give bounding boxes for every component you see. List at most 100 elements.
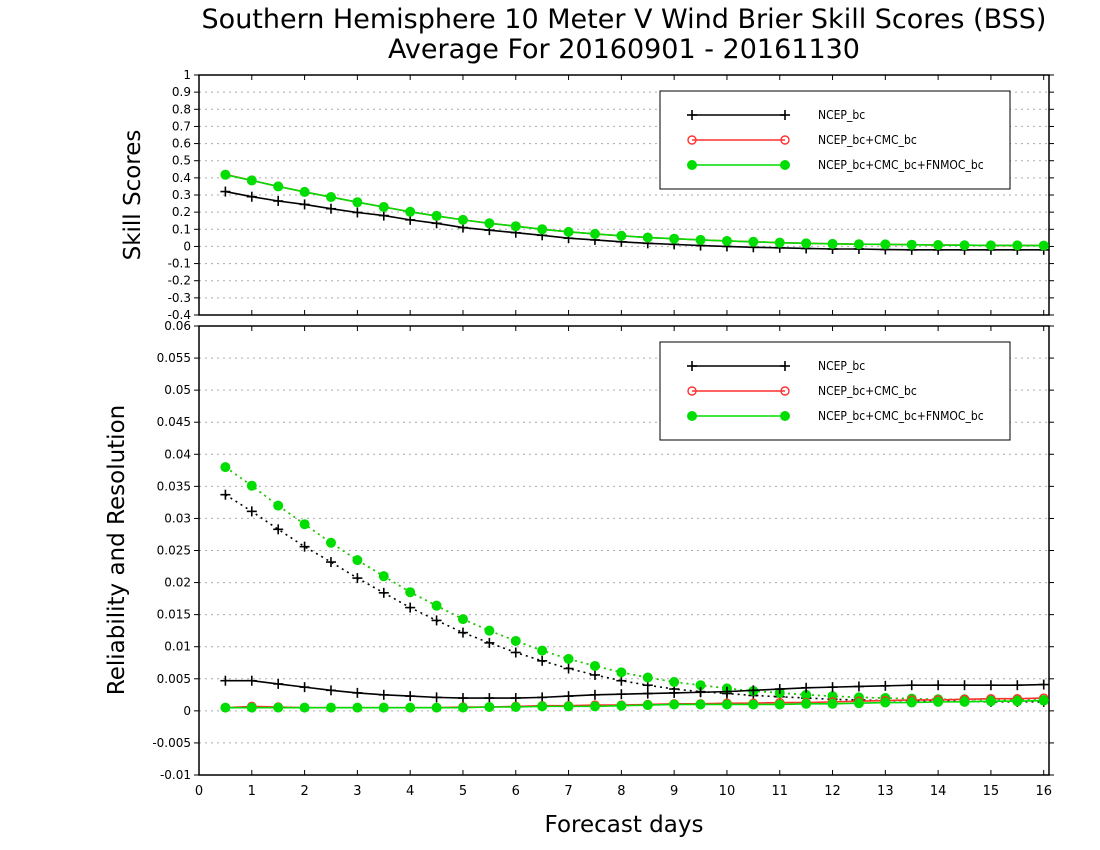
data-point xyxy=(378,210,389,221)
data-point xyxy=(1012,680,1023,691)
data-point xyxy=(299,541,310,552)
x-tick-label: 6 xyxy=(512,784,520,799)
data-point xyxy=(669,699,680,710)
legend-item: NCEP_bc+CMC_bc+FNMOC_bc xyxy=(687,158,984,172)
data-point xyxy=(616,689,627,700)
data-point xyxy=(748,236,759,247)
series-ncep-bc-cmc-bc-fnmoc-bc-reliability xyxy=(220,695,1049,713)
legend-item: NCEP_bc xyxy=(687,359,865,373)
data-point xyxy=(669,687,680,698)
data-point xyxy=(431,210,442,221)
data-point xyxy=(933,696,944,707)
x-tick-label: 7 xyxy=(564,784,572,799)
data-point xyxy=(669,676,680,687)
data-point xyxy=(273,524,284,535)
data-point xyxy=(352,197,363,208)
data-point xyxy=(378,587,389,598)
data-point xyxy=(457,627,468,638)
data-point xyxy=(431,692,442,703)
reliability-resolution-panel: -0.01 -0.005 0 0.005 0.01 0.015 0.02 0.025 0.03 0… xyxy=(152,319,1054,799)
x-tick-label: 16 xyxy=(1035,784,1052,799)
y-tick-label: 0.2 xyxy=(172,205,191,219)
data-point xyxy=(299,682,310,693)
data-point xyxy=(906,697,917,708)
legend-marker-start xyxy=(687,411,697,421)
data-point xyxy=(484,637,495,648)
data-point xyxy=(273,678,284,689)
data-point xyxy=(774,684,785,695)
data-point xyxy=(616,230,627,241)
data-point xyxy=(273,181,284,192)
x-tick-label: 11 xyxy=(771,784,788,799)
data-point xyxy=(457,614,468,625)
series-ncep-bc-cmc-bc-resolution xyxy=(220,462,1049,705)
y-tick-label: -0.3 xyxy=(168,291,191,305)
data-point xyxy=(933,680,944,691)
data-point xyxy=(405,206,416,217)
legend-label: NCEP_bc+CMC_bc+FNMOC_bc xyxy=(818,158,984,172)
legend-marker-start xyxy=(687,160,697,170)
y-tick-label: 0.6 xyxy=(172,137,191,151)
data-point xyxy=(431,600,442,611)
data-point xyxy=(801,682,812,693)
data-point xyxy=(246,480,257,491)
data-point xyxy=(827,238,838,249)
legend: NCEP_bc NCEP_bc+CMC_bc NCEP_bc+CMC_bc+FNMO… xyxy=(659,90,1011,190)
data-point xyxy=(563,653,574,664)
x-tick-label: 13 xyxy=(877,784,894,799)
data-point xyxy=(510,221,521,232)
y-tick-label: 0.5 xyxy=(172,154,191,168)
data-point xyxy=(220,462,231,473)
data-point xyxy=(378,689,389,700)
plot-frame xyxy=(198,325,1050,776)
data-point xyxy=(510,635,521,646)
data-point xyxy=(985,240,996,251)
legend: NCEP_bc NCEP_bc+CMC_bc NCEP_bc+CMC_bc+FNMO… xyxy=(659,341,1011,441)
data-point xyxy=(721,699,732,710)
data-point xyxy=(299,186,310,197)
data-point xyxy=(299,702,310,713)
y-tick-label: 0.9 xyxy=(172,85,191,99)
data-point xyxy=(695,699,706,710)
x-tick-label: 1 xyxy=(248,784,256,799)
data-point xyxy=(220,675,231,686)
x-tick-label: 2 xyxy=(300,784,308,799)
data-point xyxy=(484,702,495,713)
data-point xyxy=(721,235,732,246)
data-point xyxy=(405,702,416,713)
chart-subtitle: Average For 20160901 - 20161130 xyxy=(388,34,860,65)
data-point xyxy=(378,202,389,212)
x-tick-label: 5 xyxy=(459,784,467,799)
y-tick-label: 1 xyxy=(183,68,191,82)
x-tick-label: 0 xyxy=(195,784,203,799)
data-point xyxy=(246,175,257,186)
legend-marker-end xyxy=(780,160,790,170)
data-point xyxy=(405,587,416,598)
data-point xyxy=(457,693,468,704)
data-point xyxy=(246,702,257,713)
y-tick-label: 0.005 xyxy=(157,672,191,686)
data-point xyxy=(616,700,627,711)
x-tick-label: 12 xyxy=(824,784,841,799)
y-tick-label: -0.2 xyxy=(168,274,191,288)
data-point xyxy=(220,702,231,713)
data-point xyxy=(325,685,336,696)
top-y-axis-label: Skill Scores xyxy=(120,130,146,261)
legend-label: NCEP_bc xyxy=(818,108,865,122)
legend-marker-end xyxy=(780,135,790,145)
legend-marker-start xyxy=(687,135,697,145)
data-point xyxy=(985,696,996,707)
y-tick-label: 0.045 xyxy=(157,415,191,429)
data-point xyxy=(589,701,600,712)
data-point xyxy=(563,691,574,702)
y-tick-label: 0.3 xyxy=(172,188,191,202)
data-point xyxy=(405,602,416,613)
series-line xyxy=(224,494,1044,703)
series-ncep-bc-cmc-bc-fnmoc-bc xyxy=(220,169,1049,251)
data-point xyxy=(246,675,257,686)
data-point xyxy=(563,701,574,712)
data-point xyxy=(1038,240,1049,251)
y-tick-label: 0.4 xyxy=(172,171,191,185)
y-tick-label: 0.035 xyxy=(157,479,191,493)
